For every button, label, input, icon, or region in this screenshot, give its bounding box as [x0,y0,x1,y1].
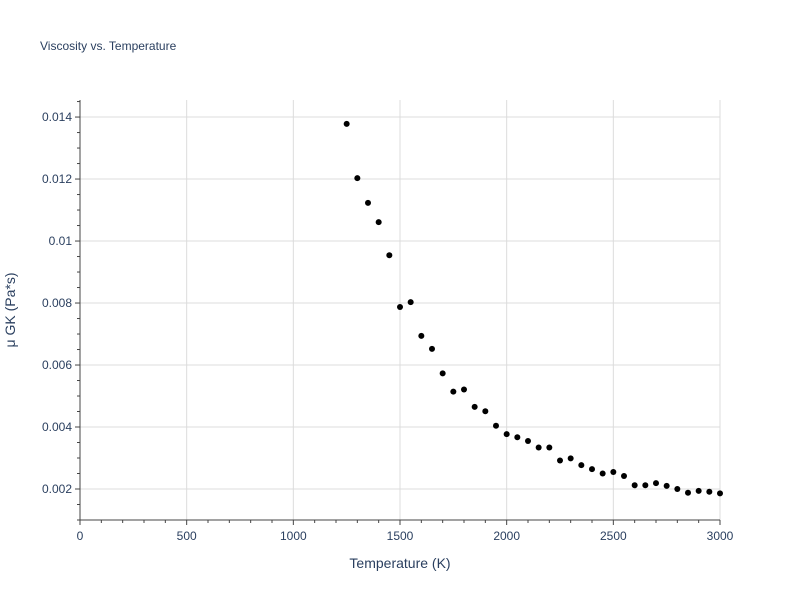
data-point [386,252,393,259]
grid [80,100,721,520]
x-axis-title: Temperature (K) [349,555,450,571]
data-point [535,444,542,451]
chart-title: Viscosity vs. Temperature [40,39,177,53]
x-tick-label: 3000 [707,529,734,543]
x-tick-label: 1500 [387,529,414,543]
y-axis-title: μ GK (Pa*s) [2,273,18,348]
data-point [717,490,723,497]
data-point [418,332,425,339]
data-point [493,422,499,429]
data-point [375,219,382,226]
data-point [642,482,649,489]
data-point [599,470,606,477]
y-tick-label: 0.006 [42,358,72,372]
y-tick-label: 0.002 [42,482,72,496]
x-tick-label: 500 [177,529,197,543]
data-points [343,120,723,497]
y-tick-label: 0.01 [49,234,73,248]
data-point [450,388,457,395]
data-point [685,489,691,496]
data-point [503,431,510,438]
data-point [546,444,553,451]
data-point [429,345,435,352]
x-tick-label: 0 [77,529,84,543]
data-point [567,455,574,462]
x-tick-label: 2500 [600,529,627,543]
data-point [365,199,371,206]
x-tick-label: 1000 [280,529,307,543]
data-point [578,462,585,469]
data-point [631,482,638,489]
y-tick-label: 0.014 [42,110,72,124]
data-point [557,457,563,464]
data-point [525,437,531,444]
data-point [589,466,595,473]
y-tick-label: 0.004 [42,420,72,434]
data-point [653,480,659,487]
data-point [482,408,489,415]
y-tick-label: 0.008 [42,296,72,310]
data-point [343,120,350,127]
data-point [706,488,713,495]
data-point [621,472,627,479]
axes [75,100,721,525]
data-point [407,299,414,306]
data-point [514,434,521,441]
y-tick-label: 0.012 [42,172,72,186]
data-point [354,175,361,182]
tick-labels: 0 500 1000 1500 2000 2500 3000 0.002 0.004 0.006 0… [42,110,734,543]
data-point [439,370,446,377]
data-point [461,386,467,393]
data-point [663,482,670,489]
data-point [610,468,617,475]
x-tick-label: 2000 [493,529,520,543]
data-point [471,403,478,410]
data-point [397,304,403,311]
data-point [674,486,681,493]
data-point [695,487,702,494]
